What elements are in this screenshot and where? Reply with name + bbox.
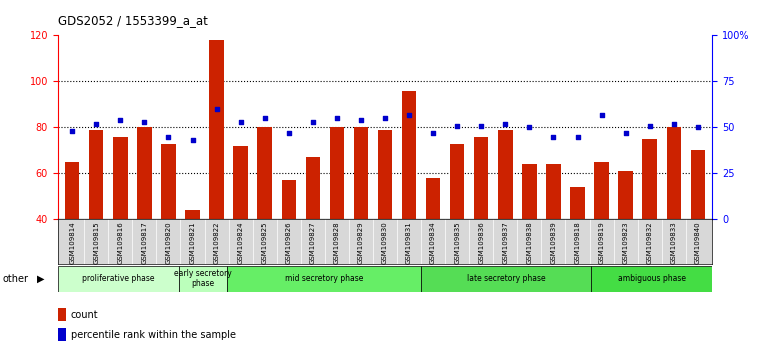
Text: GSM109816: GSM109816 <box>117 222 123 264</box>
Point <box>427 130 439 136</box>
Text: GSM109832: GSM109832 <box>647 222 653 264</box>
Text: GSM109834: GSM109834 <box>430 222 436 264</box>
Bar <box>591 266 712 292</box>
Text: ▶: ▶ <box>37 274 45 284</box>
Point <box>571 134 584 139</box>
Text: GSM109825: GSM109825 <box>262 222 268 264</box>
Point <box>668 121 680 127</box>
Point <box>524 125 536 130</box>
Text: GSM109829: GSM109829 <box>358 222 364 264</box>
Point <box>162 134 175 139</box>
Bar <box>257 127 272 312</box>
Point <box>499 121 511 127</box>
Text: GSM109819: GSM109819 <box>598 222 604 264</box>
Bar <box>137 127 152 312</box>
Point <box>210 106 223 112</box>
Bar <box>353 127 368 312</box>
Point <box>547 134 560 139</box>
Bar <box>498 130 513 312</box>
Text: GSM109824: GSM109824 <box>238 222 243 264</box>
Point <box>234 119 246 125</box>
Bar <box>571 187 584 312</box>
Bar <box>618 171 633 312</box>
Bar <box>546 164 561 312</box>
Bar <box>594 162 609 312</box>
Text: GSM109837: GSM109837 <box>502 222 508 264</box>
Point <box>619 130 631 136</box>
Point <box>403 112 415 118</box>
Bar <box>233 146 248 312</box>
Point <box>283 130 295 136</box>
Text: GSM109821: GSM109821 <box>189 222 196 264</box>
Point <box>355 117 367 123</box>
Text: GSM109823: GSM109823 <box>623 222 628 264</box>
Bar <box>642 139 657 312</box>
Text: GSM109830: GSM109830 <box>382 222 388 264</box>
Text: early secretory
phase: early secretory phase <box>174 269 232 289</box>
Bar <box>58 328 66 341</box>
Bar <box>113 137 128 312</box>
Bar <box>691 150 705 312</box>
Text: GSM109814: GSM109814 <box>69 222 75 264</box>
Text: GSM109839: GSM109839 <box>551 222 557 264</box>
Point <box>114 117 126 123</box>
Bar <box>378 130 392 312</box>
Bar <box>306 157 320 312</box>
Bar <box>450 143 464 312</box>
Text: GSM109826: GSM109826 <box>286 222 292 264</box>
Point <box>691 125 704 130</box>
Bar <box>667 127 681 312</box>
Point <box>90 121 102 127</box>
Point <box>644 123 656 129</box>
Bar <box>179 266 227 292</box>
Bar <box>474 137 488 312</box>
Text: GSM109833: GSM109833 <box>671 222 677 264</box>
Bar <box>58 266 179 292</box>
Point <box>379 115 391 121</box>
Text: percentile rank within the sample: percentile rank within the sample <box>71 330 236 339</box>
Text: GSM109817: GSM109817 <box>142 222 147 264</box>
Bar <box>65 162 79 312</box>
Text: GSM109840: GSM109840 <box>695 222 701 264</box>
Point <box>595 112 608 118</box>
Bar <box>227 266 421 292</box>
Bar <box>186 210 199 312</box>
Text: GSM109818: GSM109818 <box>574 222 581 264</box>
Bar <box>426 178 440 312</box>
Point <box>259 115 271 121</box>
Point <box>451 123 464 129</box>
Text: other: other <box>2 274 28 284</box>
Point <box>330 115 343 121</box>
Point <box>186 137 199 143</box>
Text: mid secretory phase: mid secretory phase <box>285 274 363 283</box>
Text: proliferative phase: proliferative phase <box>82 274 155 283</box>
Text: late secretory phase: late secretory phase <box>467 274 545 283</box>
Text: GSM109828: GSM109828 <box>334 222 340 264</box>
Text: GSM109836: GSM109836 <box>478 222 484 264</box>
Point <box>139 119 151 125</box>
Text: ambiguous phase: ambiguous phase <box>618 274 685 283</box>
Bar <box>209 40 224 312</box>
Bar <box>58 308 66 321</box>
Text: GSM109822: GSM109822 <box>213 222 219 264</box>
Bar <box>161 143 176 312</box>
Text: GSM109827: GSM109827 <box>310 222 316 264</box>
Bar <box>402 91 417 312</box>
Text: GSM109838: GSM109838 <box>527 222 532 264</box>
Bar <box>522 164 537 312</box>
Point <box>306 119 319 125</box>
Text: count: count <box>71 310 99 320</box>
Bar <box>282 181 296 312</box>
Text: GDS2052 / 1553399_a_at: GDS2052 / 1553399_a_at <box>58 14 208 27</box>
Text: GSM109831: GSM109831 <box>406 222 412 264</box>
Text: GSM109820: GSM109820 <box>166 222 172 264</box>
Text: GSM109835: GSM109835 <box>454 222 460 264</box>
Bar <box>421 266 591 292</box>
Bar <box>330 127 344 312</box>
Bar <box>89 130 103 312</box>
Point <box>475 123 487 129</box>
Text: GSM109815: GSM109815 <box>93 222 99 264</box>
Point <box>66 128 79 134</box>
